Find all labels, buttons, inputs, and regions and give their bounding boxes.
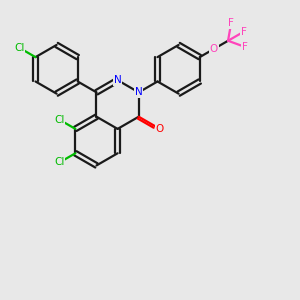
Text: O: O: [210, 44, 218, 54]
Text: Cl: Cl: [54, 158, 64, 167]
Text: F: F: [228, 18, 234, 28]
Text: Cl: Cl: [14, 43, 25, 53]
Text: F: F: [241, 27, 246, 37]
Text: Cl: Cl: [54, 115, 64, 125]
Text: O: O: [155, 124, 164, 134]
Text: N: N: [114, 75, 122, 85]
Text: N: N: [135, 87, 142, 97]
Text: F: F: [242, 42, 248, 52]
